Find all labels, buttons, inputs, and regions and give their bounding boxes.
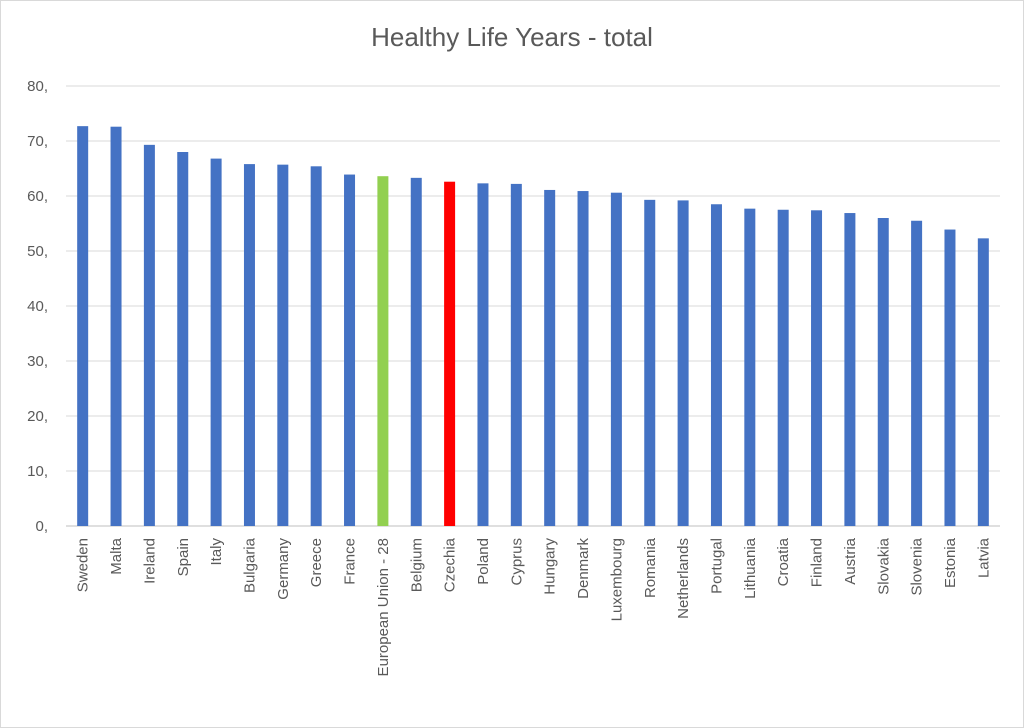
bar-france — [344, 174, 356, 527]
gridlines — [66, 85, 1000, 527]
bar-romania — [644, 199, 656, 526]
bar-luxembourg — [610, 192, 622, 526]
x-category-label: Finland — [809, 538, 826, 587]
y-tick-label: 0, — [35, 518, 48, 535]
bar-ireland — [143, 144, 155, 526]
x-category-label: Hungary — [542, 538, 559, 595]
bar-denmark — [577, 191, 589, 527]
bar-germany — [277, 164, 289, 526]
x-category-label: Slovakia — [875, 537, 892, 594]
x-category-label: Denmark — [575, 538, 592, 599]
x-category-label: Netherlands — [675, 538, 692, 619]
x-category-label: Cyprus — [508, 538, 525, 586]
x-category-label: Czechia — [442, 537, 459, 592]
bar-sweden — [77, 126, 89, 527]
x-category-label: Germany — [275, 538, 292, 600]
bar-lithuania — [744, 208, 756, 526]
x-category-label: Sweden — [75, 538, 92, 592]
x-category-label: Malta — [108, 537, 125, 574]
y-tick-label: 70, — [27, 133, 48, 150]
x-category-label: Romania — [642, 537, 659, 598]
y-tick-label: 40, — [27, 298, 48, 315]
bar-poland — [477, 183, 489, 526]
bar-italy — [210, 158, 222, 526]
x-category-label: Greece — [308, 538, 325, 587]
bar-european-union-28 — [377, 176, 389, 526]
bar-spain — [177, 152, 189, 526]
y-tick-label: 30, — [27, 353, 48, 370]
bar-croatia — [777, 209, 789, 526]
x-category-label: Italy — [208, 538, 225, 566]
x-category-label: European Union - 28 — [375, 538, 392, 676]
x-category-label: Portugal — [708, 538, 725, 594]
chart-title: Healthy Life Years - total — [371, 22, 653, 52]
x-category-label: Latvia — [975, 537, 992, 578]
x-category-label: Belgium — [408, 538, 425, 592]
x-category-label: Spain — [175, 538, 192, 576]
bar-cyprus — [510, 183, 522, 526]
bar-latvia — [977, 238, 989, 526]
x-category-label: Luxembourg — [608, 538, 625, 621]
bar-malta — [110, 126, 122, 526]
x-category-label: Croatia — [775, 537, 792, 586]
y-tick-label: 80, — [27, 78, 48, 95]
bar-finland — [811, 210, 823, 527]
bar-estonia — [944, 229, 956, 527]
bar-bulgaria — [243, 164, 255, 526]
x-category-label: Bulgaria — [241, 537, 258, 593]
x-category-label: Lithuania — [742, 537, 759, 599]
bar-austria — [844, 213, 856, 527]
y-tick-label: 50, — [27, 243, 48, 260]
x-category-label: France — [342, 538, 359, 585]
x-category-label: Ireland — [141, 538, 158, 584]
bar-belgium — [410, 177, 422, 526]
x-category-label: Poland — [475, 538, 492, 585]
y-tick-label: 20, — [27, 408, 48, 425]
x-category-label: Estonia — [942, 537, 959, 588]
bar-slovakia — [877, 218, 889, 526]
bar-hungary — [544, 189, 556, 526]
bar-greece — [310, 166, 322, 527]
bar-portugal — [710, 204, 722, 526]
y-tick-label: 60, — [27, 188, 48, 205]
x-category-label: Austria — [842, 537, 859, 584]
bar-slovenia — [911, 220, 923, 526]
x-axis-labels: Sweden Malta Ireland Spain Italy Bulgaria Germ… — [75, 537, 993, 676]
bar-czechia — [444, 181, 456, 526]
y-axis-ticks: 0, 10, 20, 30, 40, 50, 60, 70, 80, — [27, 78, 48, 535]
y-tick-label: 10, — [27, 463, 48, 480]
x-category-label: Slovenia — [909, 537, 926, 595]
bars — [77, 126, 989, 527]
bar-netherlands — [677, 200, 689, 526]
